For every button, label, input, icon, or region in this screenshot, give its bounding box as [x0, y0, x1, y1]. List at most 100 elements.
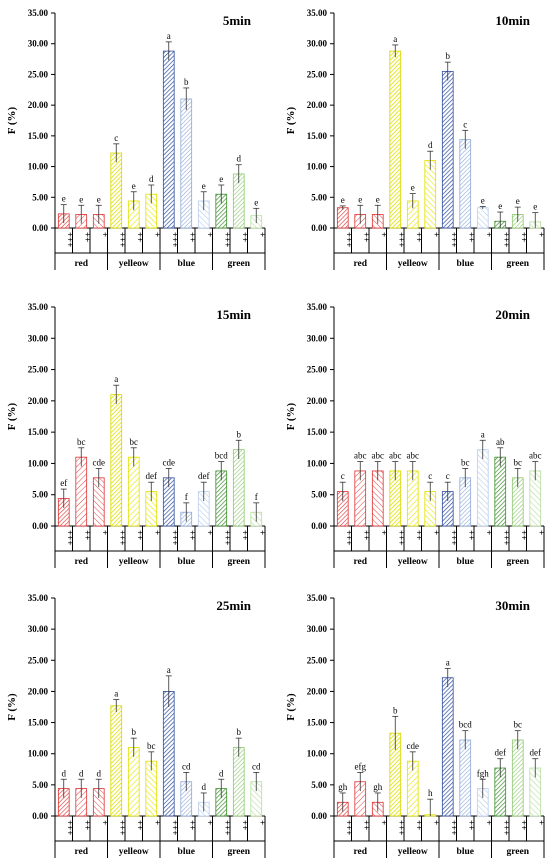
- significance-letter: def: [530, 748, 542, 758]
- y-tick-label: 35.00: [307, 593, 328, 603]
- chart-panel-1: 0.00 5.00 10.00 15.00 20.00 25.00 30.00 35.00 F …: [6, 8, 267, 270]
- chart-title: 25min: [216, 598, 251, 613]
- significance-letter: d: [237, 154, 242, 164]
- level-label: +++: [170, 530, 180, 545]
- bar: [459, 139, 472, 229]
- level-label: ++: [187, 232, 197, 242]
- bar: [110, 152, 123, 229]
- level-label: +: [379, 820, 389, 825]
- y-tick-label: 15.00: [28, 718, 49, 728]
- group-label: red: [74, 557, 88, 567]
- significance-letter: c: [463, 119, 467, 129]
- y-tick-label: 20.00: [28, 396, 49, 406]
- significance-letter: gh: [373, 782, 383, 792]
- significance-letter: e: [533, 202, 537, 212]
- significance-letter: a: [446, 657, 450, 667]
- level-label: ++: [414, 530, 424, 540]
- bar: [424, 160, 437, 229]
- chart-panel-5: 0.00 5.00 10.00 15.00 20.00 25.00 30.00 35.00 F …: [6, 593, 267, 858]
- group-label: red: [74, 847, 88, 857]
- level-label: ++: [519, 820, 529, 830]
- significance-letter: gh: [338, 782, 348, 792]
- level-label: +: [152, 820, 162, 825]
- level-label: +++: [222, 232, 232, 247]
- level-label: +: [205, 232, 215, 237]
- significance-letter: e: [132, 181, 136, 191]
- significance-letter: cde: [407, 741, 420, 751]
- y-tick-label: 10.00: [307, 458, 328, 468]
- level-label: +++: [117, 820, 127, 835]
- significance-letter: a: [167, 665, 171, 675]
- level-label: +: [379, 530, 389, 535]
- significance-letter: b: [237, 727, 242, 737]
- level-label: +++: [65, 530, 75, 545]
- significance-letter: e: [254, 197, 258, 207]
- significance-letter: h: [428, 788, 433, 798]
- significance-letter: bc: [461, 457, 470, 467]
- significance-letter: abc: [529, 451, 542, 461]
- chart-title: 5min: [223, 13, 252, 28]
- bar: [389, 50, 402, 229]
- significance-letter: e: [62, 194, 66, 204]
- bar: [441, 70, 454, 229]
- significance-letter: d: [62, 768, 67, 778]
- level-label: +: [431, 530, 441, 535]
- bar: [127, 747, 140, 817]
- y-tick-label: 5.00: [32, 490, 48, 500]
- level-label: +: [257, 232, 267, 237]
- significance-letter: d: [79, 768, 84, 778]
- y-tick-label: 0.00: [311, 521, 327, 531]
- y-tick-label: 0.00: [311, 811, 327, 821]
- level-label: ++: [519, 232, 529, 242]
- y-tick-label: 15.00: [307, 427, 328, 437]
- level-label: +: [536, 232, 546, 237]
- y-tick-label: 15.00: [28, 131, 49, 141]
- y-tick-label: 30.00: [28, 624, 49, 634]
- significance-letter: c: [341, 471, 345, 481]
- chart-panel-2: 0.00 5.00 10.00 15.00 20.00 25.00 30.00 35.00 F …: [285, 8, 546, 270]
- y-tick-label: 35.00: [28, 302, 49, 312]
- y-tick-label: 30.00: [28, 333, 49, 343]
- significance-letter: bc: [77, 437, 86, 447]
- group-label: green: [227, 557, 250, 567]
- significance-letter: e: [498, 201, 502, 211]
- level-label: +: [536, 530, 546, 535]
- level-label: +++: [501, 820, 511, 835]
- y-tick-label: 20.00: [307, 686, 328, 696]
- level-label: ++: [187, 820, 197, 830]
- y-tick-label: 30.00: [307, 39, 328, 49]
- y-tick-label: 25.00: [28, 655, 49, 665]
- y-tick-label: 25.00: [28, 69, 49, 79]
- y-axis-label: F (%): [285, 693, 297, 721]
- level-label: ++: [135, 530, 145, 540]
- chart-title: 15min: [216, 307, 251, 322]
- y-tick-label: 10.00: [307, 749, 328, 759]
- level-label: +++: [449, 530, 459, 545]
- significance-letter: d: [202, 782, 207, 792]
- y-tick-label: 5.00: [311, 780, 327, 790]
- y-tick-label: 35.00: [307, 8, 328, 18]
- y-tick-label: 25.00: [307, 655, 328, 665]
- group-label: red: [74, 259, 88, 269]
- y-tick-label: 10.00: [28, 749, 49, 759]
- bar: [162, 691, 175, 817]
- y-tick-label: 20.00: [28, 100, 49, 110]
- significance-letter: a: [167, 31, 171, 41]
- group-label: blue: [178, 259, 195, 269]
- level-label: +++: [501, 232, 511, 247]
- group-label: green: [227, 847, 250, 857]
- y-tick-label: 0.00: [32, 521, 48, 531]
- y-tick-label: 30.00: [307, 624, 328, 634]
- significance-letter: cde: [163, 457, 176, 467]
- significance-letter: bcd: [459, 720, 472, 730]
- significance-letter: f: [255, 492, 258, 502]
- significance-letter: efg: [355, 761, 367, 771]
- group-label: yelleow: [398, 259, 428, 269]
- bar: [75, 456, 88, 527]
- group-label: green: [506, 557, 529, 567]
- group-label: blue: [178, 557, 195, 567]
- y-tick-label: 10.00: [307, 162, 328, 172]
- level-label: ++: [187, 530, 197, 540]
- level-label: ++: [240, 820, 250, 830]
- significance-letter: e: [516, 196, 520, 206]
